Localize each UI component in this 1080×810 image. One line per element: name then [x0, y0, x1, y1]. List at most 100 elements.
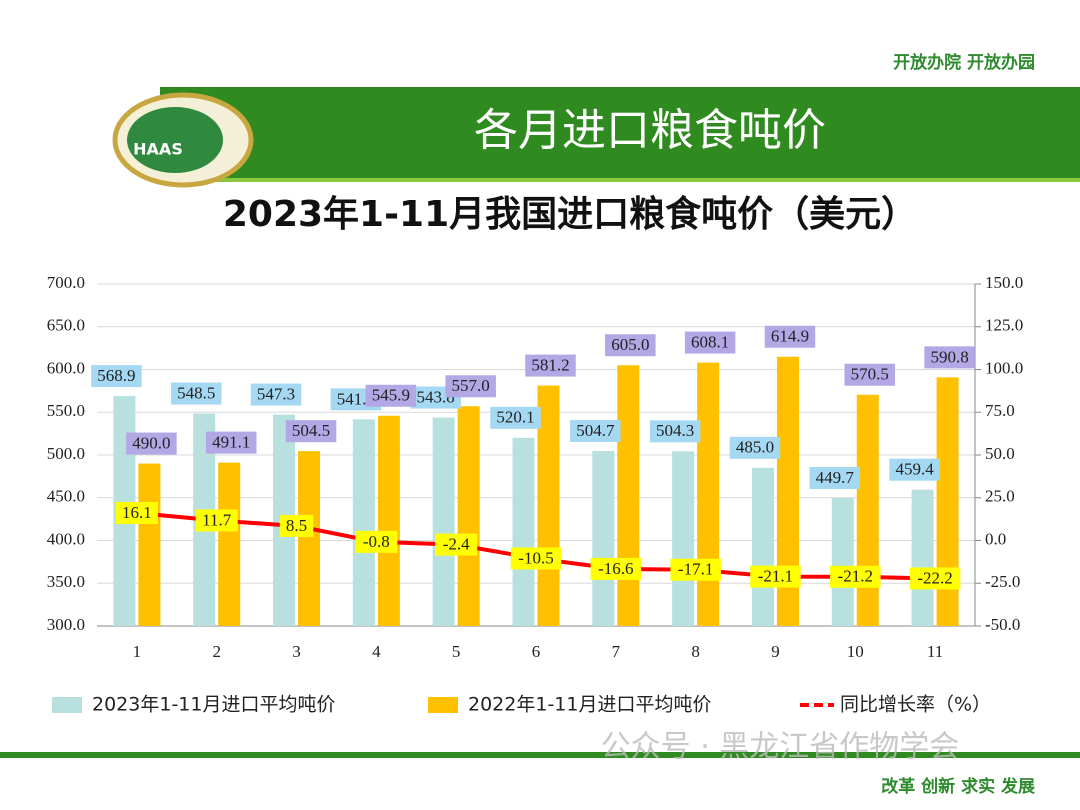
value-label: 547.3 — [257, 384, 295, 403]
value-label-box — [525, 354, 576, 377]
y2-tick-label: -50.0 — [985, 615, 1020, 634]
value-label: 504.5 — [292, 421, 330, 440]
value-label-box — [279, 514, 314, 537]
bar — [672, 451, 695, 626]
value-label: 504.7 — [576, 421, 615, 440]
bar — [911, 489, 934, 626]
value-label: 581.2 — [531, 355, 569, 374]
value-label: 490.0 — [132, 433, 170, 452]
y-tick-label: 450.0 — [47, 487, 85, 506]
value-label-box — [435, 533, 478, 556]
value-label-box — [115, 501, 158, 524]
bar — [352, 419, 375, 626]
value-label: 545.9 — [372, 386, 410, 405]
legend-label: 2022年1-11月进口平均吨价 — [468, 694, 711, 716]
value-label: -0.8 — [363, 532, 390, 551]
value-label-box — [729, 436, 781, 459]
value-label: 608.1 — [691, 332, 729, 351]
bar — [751, 467, 774, 626]
bar — [697, 362, 720, 626]
value-label: -22.2 — [917, 568, 952, 587]
footer-slogan: 改革 创新 求实 发展 — [881, 776, 1035, 797]
value-label: 605.0 — [611, 335, 649, 354]
value-label: 614.9 — [771, 327, 809, 346]
x-tick-label: 4 — [372, 642, 381, 661]
bar — [831, 498, 854, 626]
value-label-box — [909, 567, 961, 590]
value-label-box — [590, 557, 642, 580]
y-tick-label: 650.0 — [47, 316, 85, 335]
legend-swatch — [428, 697, 458, 713]
bar — [298, 451, 321, 626]
value-label-box — [570, 419, 621, 442]
bar — [776, 356, 799, 626]
header-bar — [160, 87, 1080, 180]
x-tick-label: 7 — [612, 642, 621, 661]
value-label: 11.7 — [202, 510, 232, 529]
value-label-box — [605, 334, 656, 357]
y2-tick-label: 75.0 — [985, 401, 1015, 420]
bar — [617, 365, 640, 626]
value-label-box — [750, 565, 801, 588]
value-label-box — [649, 420, 701, 443]
bar — [457, 406, 480, 626]
value-label-box — [126, 432, 177, 455]
value-label-box — [830, 565, 881, 588]
logo-text: HAAS — [133, 140, 183, 159]
value-label: 520.1 — [496, 408, 534, 427]
value-label-box — [205, 431, 257, 454]
y-tick-label: 700.0 — [47, 273, 85, 292]
x-tick-label: 5 — [452, 642, 461, 661]
x-tick-label: 2 — [212, 642, 221, 661]
value-label-box — [195, 509, 238, 532]
slogan: 开放办院 开放办园 — [893, 52, 1035, 73]
y2-tick-label: 150.0 — [985, 273, 1023, 292]
y2-tick-label: 100.0 — [985, 358, 1023, 377]
value-label-box — [809, 467, 861, 490]
value-label-box — [91, 365, 142, 388]
footer-line — [0, 752, 1080, 758]
legend-label: 同比增长率（%） — [840, 694, 991, 716]
value-label: 16.1 — [122, 503, 152, 522]
value-label: 504.3 — [656, 421, 694, 440]
y-tick-label: 600.0 — [47, 358, 85, 377]
y2-tick-label: 25.0 — [985, 487, 1015, 506]
value-label-box — [889, 458, 940, 481]
bar — [138, 463, 161, 626]
value-label: -17.1 — [678, 560, 713, 579]
value-label: 8.5 — [286, 516, 307, 535]
value-label: 568.9 — [97, 366, 135, 385]
bar — [936, 377, 959, 626]
header-stripe — [160, 178, 1080, 182]
y2-tick-label: -25.0 — [985, 572, 1020, 591]
value-label-box — [355, 530, 398, 553]
x-tick-label: 10 — [847, 642, 864, 661]
value-label: 590.8 — [930, 347, 968, 366]
y2-tick-label: 125.0 — [985, 316, 1023, 335]
watermark: 公众号 · 黑龙江省作物学会 — [601, 730, 960, 765]
legend-swatch — [52, 697, 82, 713]
y2-tick-label: 50.0 — [985, 444, 1015, 463]
bar — [856, 394, 879, 626]
x-tick-label: 1 — [133, 642, 142, 661]
value-label-box — [764, 325, 816, 348]
value-label-box — [684, 331, 736, 354]
value-label-box — [445, 375, 496, 398]
value-label: -2.4 — [443, 535, 470, 554]
header-title: 各月进口粮食吨价 — [474, 105, 826, 156]
y-tick-label: 400.0 — [47, 529, 85, 548]
x-tick-label: 11 — [927, 642, 943, 661]
value-label: 548.5 — [177, 383, 215, 402]
bar — [512, 437, 535, 626]
value-label-box — [924, 346, 975, 369]
x-tick-label: 9 — [771, 642, 780, 661]
x-tick-label: 6 — [532, 642, 541, 661]
y-tick-label: 500.0 — [47, 444, 85, 463]
legend-label: 2023年1-11月进口平均吨价 — [92, 694, 335, 716]
chart-title: 2023年1-11月我国进口粮食吨价（美元） — [223, 194, 917, 235]
value-label-box — [365, 384, 417, 407]
x-tick-label: 8 — [691, 642, 700, 661]
value-label: 459.4 — [895, 460, 934, 479]
value-label-box — [670, 558, 721, 581]
